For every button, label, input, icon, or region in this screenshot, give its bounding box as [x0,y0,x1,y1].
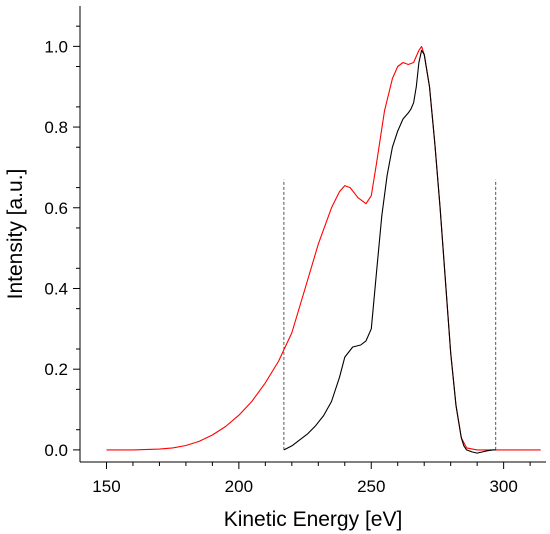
y-tick-label: 0.2 [44,360,68,379]
plot-frame [79,6,546,463]
x-axis-label: Kinetic Energy [eV] [224,508,403,531]
x-tick-label: 300 [489,477,517,496]
tick-labels: 150 200 250 300 0.0 0.2 0.4 0.6 0.8 1.0 [44,37,517,496]
y-tick-label: 0.4 [44,279,68,298]
vertical-markers [283,179,497,450]
ticks [73,25,531,469]
x-tick-label: 200 [225,477,253,496]
series-group [106,45,541,454]
x-tick-label: 150 [92,477,120,496]
y-tick-label: 1.0 [44,37,68,56]
y-tick-label: 0.8 [44,118,68,137]
series-line-red [106,45,541,451]
y-axis-label: Intensity [a.u.] [4,169,27,300]
x-tick-label: 250 [357,477,385,496]
series-line-black [283,49,496,454]
y-tick-label: 0.0 [44,441,68,460]
y-tick-label: 0.6 [44,199,68,218]
